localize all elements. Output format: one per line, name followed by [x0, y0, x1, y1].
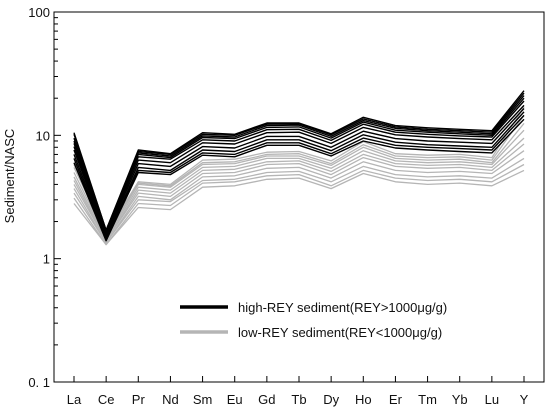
- x-tick-label-tb: Tb: [291, 392, 306, 407]
- high-rey-series-line-0: [73, 90, 525, 231]
- x-tick-label-tm: Tm: [418, 392, 437, 407]
- x-tick-label-yb: Yb: [452, 392, 468, 407]
- series-layer: [73, 90, 525, 246]
- low-rey-series-line-10: [73, 106, 525, 235]
- high-rey-series-line-7: [73, 111, 525, 240]
- high-rey-series-line-4: [73, 100, 525, 235]
- high-rey-series-line-2: [73, 95, 525, 233]
- x-tick-label-lu: Lu: [485, 392, 499, 407]
- x-tick-label-pr: Pr: [132, 392, 146, 407]
- x-tick-label-eu: Eu: [227, 392, 243, 407]
- low-rey-series-line-19: [73, 169, 525, 246]
- low-rey-series-line-16: [73, 150, 525, 244]
- y-tick-label: 100: [28, 5, 50, 20]
- x-tick-label-y: Y: [520, 392, 529, 407]
- x-tick-label-sm: Sm: [193, 392, 213, 407]
- high-rey-series-line-9: [73, 118, 525, 242]
- high-rey-series-line-3: [73, 97, 525, 235]
- x-tick-label-nd: Nd: [162, 392, 179, 407]
- low-rey-series-line-15: [73, 143, 525, 242]
- high-rey-series-line-5: [73, 104, 525, 236]
- high-rey-series-line-8: [73, 114, 525, 242]
- low-rey-series-line-17: [73, 157, 525, 244]
- y-tick-label: 10: [36, 128, 50, 143]
- legend-label-low-rey: low-REY sediment(REY<1000μg/g): [238, 325, 442, 340]
- x-tick-label-ho: Ho: [355, 392, 372, 407]
- x-tick-label-dy: Dy: [323, 392, 339, 407]
- y-axis-title: Sediment/NASC: [2, 129, 17, 224]
- low-rey-series-line-13: [73, 129, 525, 240]
- low-rey-series-line-14: [73, 137, 525, 242]
- x-tick-label-gd: Gd: [258, 392, 275, 407]
- x-tick-label-la: La: [67, 392, 82, 407]
- low-rey-series-line-18: [73, 163, 525, 246]
- low-rey-series-line-11: [73, 115, 525, 236]
- axis-layer: 100 10 1 0. 1 La Ce Pr Nd Sm Eu Gd Tb Dy Ho Er Tm Yb Lu Y: [28, 5, 528, 407]
- y-tick-label: 0. 1: [28, 375, 50, 390]
- high-rey-series-line-1: [73, 92, 525, 231]
- x-tick-label-er: Er: [389, 392, 403, 407]
- legend-label-high-rey: high-REY sediment(REY>1000μg/g): [238, 300, 447, 315]
- high-rey-series-line-6: [73, 108, 525, 238]
- legend: high-REY sediment(REY>1000μg/g) low-REY …: [180, 300, 447, 340]
- y-tick-label: 1: [43, 252, 50, 267]
- x-tick-label-ce: Ce: [98, 392, 115, 407]
- low-rey-series-line-12: [73, 122, 525, 238]
